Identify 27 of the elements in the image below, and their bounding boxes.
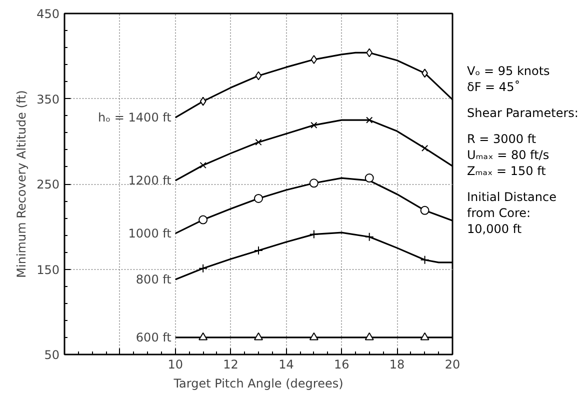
- y-tick-label: 150: [36, 262, 60, 277]
- x-tick-label: 16: [334, 358, 350, 372]
- y-tick-label: 450: [36, 7, 60, 21]
- series-label: 800 ft: [136, 272, 172, 286]
- x-tick-label: 12: [223, 358, 238, 372]
- x-tick-label: 20: [444, 358, 460, 372]
- y-axis-title: Minimum Recovery Altitude (ft): [14, 90, 29, 278]
- text: δF = 45˚: [467, 79, 522, 95]
- x-tick-label: 14: [278, 358, 294, 372]
- text: 10,000 ft: [467, 221, 523, 237]
- text: Zₘₐₓ = 150 ft: [467, 163, 547, 179]
- text: R = 3000 ft: [467, 131, 538, 147]
- y-tick-label: 250: [36, 178, 60, 192]
- text: from Core:: [467, 205, 532, 221]
- series-label: hₒ = 1400 ft: [98, 110, 172, 125]
- x-tick-label: 10: [168, 358, 184, 372]
- y-tick-label: 50: [44, 348, 60, 362]
- y-tick-label: 350: [36, 92, 60, 106]
- text: Initial Distance: [467, 189, 558, 205]
- text: Uₘₐₓ = 80 ft/s: [467, 147, 550, 163]
- x-axis-title: Target Pitch Angle (degrees): [172, 376, 344, 390]
- series-label: 1200 ft: [128, 174, 172, 188]
- series-label: 600 ft: [136, 330, 172, 344]
- x-tick-label: 18: [389, 358, 405, 372]
- text: Vₒ = 95 knots: [467, 63, 551, 79]
- series-label: 1000 ft: [128, 226, 172, 240]
- text: Shear Parameters:: [467, 105, 578, 121]
